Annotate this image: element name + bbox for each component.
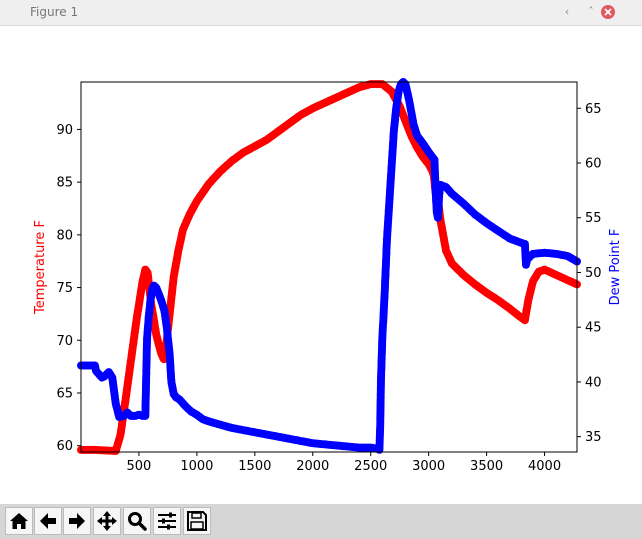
- zoom-button[interactable]: [123, 507, 151, 535]
- y-right-tick-label: 60: [585, 157, 602, 172]
- navigation-toolbar: [0, 504, 642, 539]
- close-button[interactable]: [601, 5, 615, 19]
- y-right-tick-label: 40: [585, 375, 602, 390]
- axis-layer: 500 1000 1500 2000 2500 3000 3500 4000 60 65 70 75 8…: [56, 102, 601, 474]
- x-tick-label: 1500: [238, 459, 271, 474]
- arrow-left-icon: [40, 513, 56, 529]
- y-left-tick-label: 80: [56, 228, 73, 243]
- y-left-tick-label: 65: [56, 386, 73, 401]
- figure-canvas: 500 1000 1500 2000 2500 3000 3500 4000 60 65 70 75 8…: [33, 78, 623, 474]
- y-left-label: Temperature F: [33, 220, 48, 315]
- floppy-disk-icon: [187, 511, 207, 531]
- home-icon: [10, 513, 28, 529]
- y-left-tick-label: 60: [56, 439, 73, 454]
- x-tick-label: 1000: [180, 459, 213, 474]
- y-right-label: Dew Point F: [608, 229, 623, 306]
- y-left-tick-label: 90: [56, 123, 73, 138]
- x-tick-label: 2500: [354, 459, 387, 474]
- minimize-button[interactable]: ‹: [564, 5, 570, 18]
- y-right-tick-label: 55: [585, 211, 602, 226]
- x-tick-label: 2000: [296, 459, 329, 474]
- axes-frame: [80, 81, 578, 453]
- y-right-tick-label: 65: [585, 102, 602, 117]
- window-title: Figure 1: [30, 5, 79, 19]
- y-left-tick-label: 70: [56, 334, 73, 349]
- y-right-tick-label: 50: [585, 266, 602, 281]
- y-left-tick-label: 75: [56, 281, 73, 296]
- dew-point-series: [77, 78, 581, 454]
- series-layer: [77, 78, 581, 455]
- y-right-tick-label: 35: [585, 430, 602, 445]
- home-button[interactable]: [5, 507, 33, 535]
- x-tick-label: 3000: [412, 459, 445, 474]
- y-left-tick-label: 85: [56, 176, 73, 191]
- pan-button[interactable]: [93, 507, 121, 535]
- x-tick-label: 500: [127, 459, 152, 474]
- x-tick-label: 3500: [470, 459, 503, 474]
- window-titlebar: Figure 1 ‹ ˆ: [0, 0, 642, 26]
- plot-area: [81, 82, 577, 452]
- arrow-right-icon: [69, 513, 85, 529]
- move-icon: [97, 511, 117, 531]
- forward-button[interactable]: [63, 507, 91, 535]
- maximize-button[interactable]: ˆ: [588, 5, 594, 18]
- magnifier-icon: [128, 512, 147, 531]
- sliders-icon: [158, 512, 176, 530]
- configure-subplots-button[interactable]: [153, 507, 181, 535]
- y-right-tick-label: 45: [585, 321, 602, 336]
- back-button[interactable]: [34, 507, 62, 535]
- x-tick-label: 4000: [528, 459, 561, 474]
- close-icon: [604, 8, 612, 16]
- save-button[interactable]: [183, 507, 211, 535]
